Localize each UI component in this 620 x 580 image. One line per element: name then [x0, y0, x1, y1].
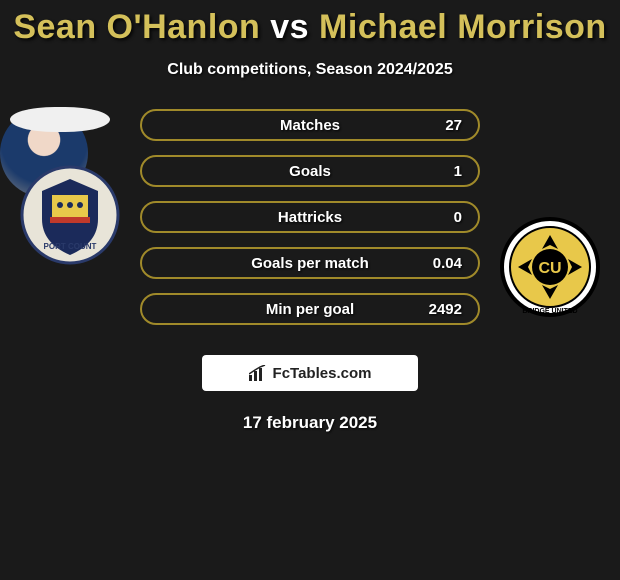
stat-label: Hattricks: [278, 209, 342, 226]
vs-text: vs: [270, 8, 309, 46]
stat-row: Min per goal 2492: [140, 293, 480, 325]
stat-row: Matches 27: [140, 109, 480, 141]
svg-text:CU: CU: [538, 260, 561, 277]
stat-value-right: 0: [454, 209, 462, 226]
player1-avatar: [10, 107, 110, 132]
stats-area: PORT COUNT CU BRIDGE UNITED Matches 27 Goa…: [0, 109, 620, 339]
stat-bars: Matches 27 Goals 1 Hattricks 0 Goals per match…: [140, 109, 480, 339]
svg-text:BRIDGE UNITED: BRIDGE UNITED: [522, 308, 577, 315]
stat-value-right: 0.04: [433, 255, 462, 272]
attribution-badge[interactable]: FcTables.com: [202, 355, 418, 391]
stat-value-right: 2492: [429, 301, 462, 318]
date-text: 17 february 2025: [0, 413, 620, 433]
stat-label: Goals: [289, 163, 331, 180]
subtitle: Club competitions, Season 2024/2025: [0, 61, 620, 79]
stat-row: Hattricks 0: [140, 201, 480, 233]
stat-label: Goals per match: [251, 255, 369, 272]
svg-text:PORT COUNT: PORT COUNT: [44, 242, 97, 251]
chart-icon: [249, 365, 267, 381]
comparison-card: Sean O'Hanlon vs Michael Morrison Club c…: [0, 0, 620, 580]
page-title: Sean O'Hanlon vs Michael Morrison: [0, 0, 620, 47]
attribution-text: FcTables.com: [273, 365, 372, 382]
stat-label: Matches: [280, 117, 340, 134]
player2-name: Michael Morrison: [319, 8, 607, 46]
stat-value-right: 1: [454, 163, 462, 180]
stat-row: Goals 1: [140, 155, 480, 187]
stat-label: Min per goal: [266, 301, 354, 318]
player1-name: Sean O'Hanlon: [13, 8, 260, 46]
player1-club-badge: PORT COUNT: [20, 165, 120, 265]
stat-row: Goals per match 0.04: [140, 247, 480, 279]
player2-club-badge: CU BRIDGE UNITED: [500, 217, 600, 317]
stat-value-right: 27: [445, 117, 462, 134]
